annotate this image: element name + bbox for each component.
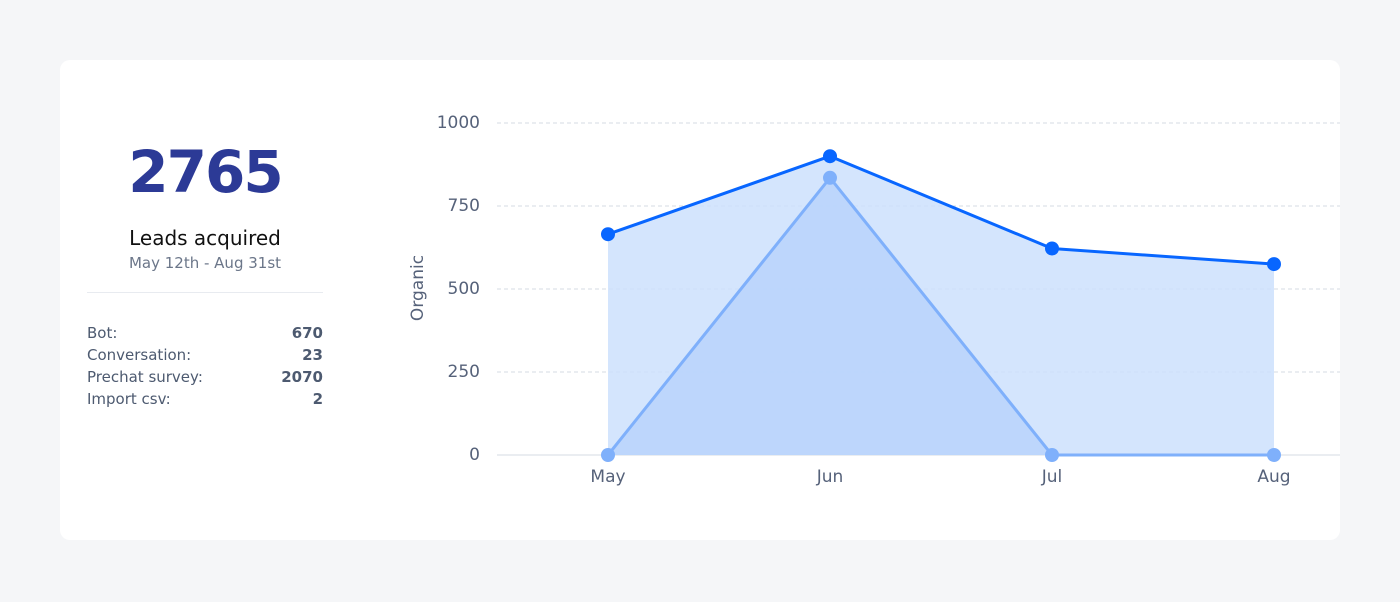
row-label: Conversation: [87, 346, 192, 364]
y-tick-label: 250 [448, 362, 480, 382]
row-value: 23 [302, 346, 323, 364]
row-value: 2 [312, 390, 323, 408]
row-label: Bot: [87, 324, 118, 342]
total-label: Leads acquired [129, 226, 281, 250]
point [1267, 448, 1281, 462]
line [606, 176, 1274, 457]
row-label: Prechat survey: [87, 368, 203, 386]
x-tick-label: Jun [816, 467, 844, 487]
point [1045, 448, 1059, 462]
breakdown-row: Import csv: 2 [87, 390, 323, 412]
row-value: 670 [291, 324, 323, 342]
y-tick-label: 0 [469, 445, 480, 465]
y-tick-label: 1000 [437, 113, 480, 133]
point [823, 170, 837, 185]
point [823, 149, 837, 164]
total: 2765 [128, 138, 283, 206]
x-tick-label: Jul [1041, 467, 1063, 487]
y-tick-label: 750 [448, 196, 480, 216]
row-value: 2070 [281, 368, 323, 386]
x-tick-label: May [590, 467, 625, 487]
point [1045, 241, 1059, 256]
line [607, 154, 1275, 266]
breakdown: Bot: 670 Conversation: 23 Prechat survey: 207… [87, 324, 323, 412]
y-axis-label: Organic [408, 255, 428, 321]
point [1267, 257, 1281, 272]
point [601, 448, 615, 462]
point [601, 227, 615, 242]
row-label: Import csv: [87, 390, 171, 408]
breakdown-row: Prechat survey: 2070 [87, 368, 323, 390]
breakdown-row: Bot: 670 [87, 324, 323, 346]
x-tick-label: Aug [1257, 467, 1290, 487]
divider [87, 292, 323, 293]
y-tick-label: 500 [448, 279, 480, 299]
date-range: May 12th - Aug 31st [128, 254, 282, 272]
breakdown-row: Conversation: 23 [87, 346, 323, 368]
